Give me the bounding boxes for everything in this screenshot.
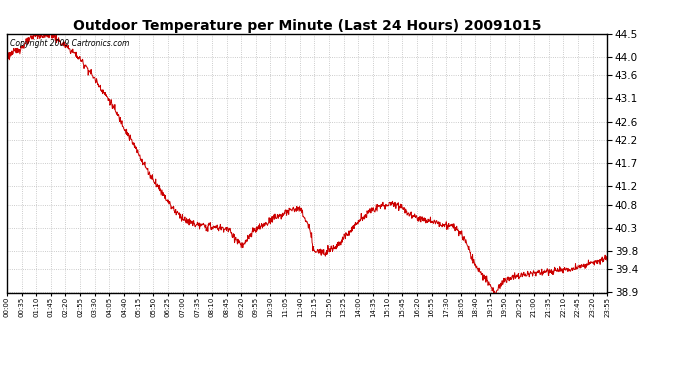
Text: Copyright 2009 Cartronics.com: Copyright 2009 Cartronics.com bbox=[10, 39, 129, 48]
Title: Outdoor Temperature per Minute (Last 24 Hours) 20091015: Outdoor Temperature per Minute (Last 24 … bbox=[73, 19, 541, 33]
